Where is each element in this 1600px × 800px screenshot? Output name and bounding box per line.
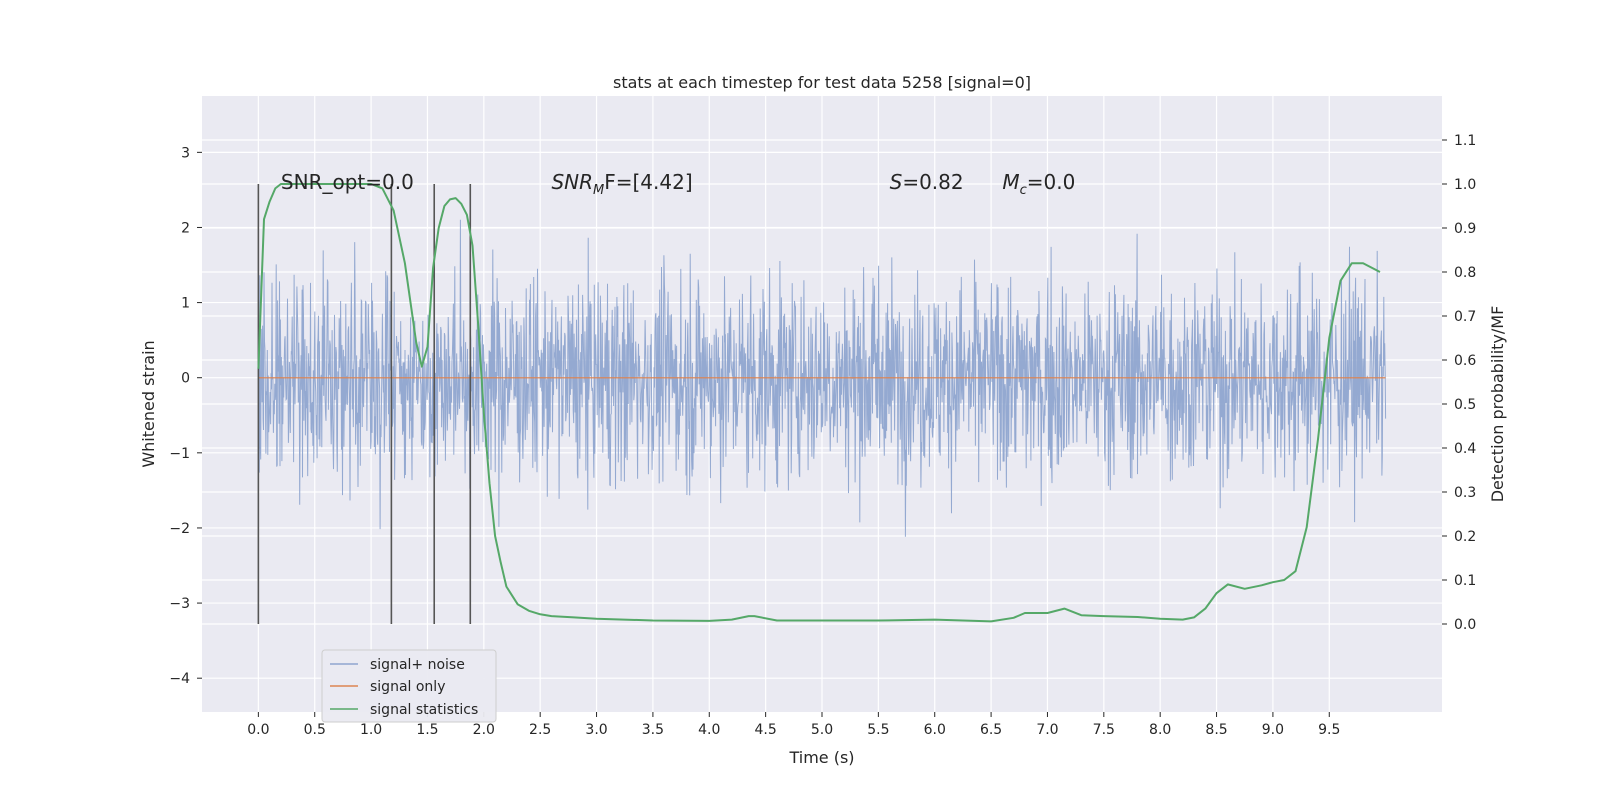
y-right-tick-label: 1.1 xyxy=(1454,133,1476,149)
y-right-tick-label: 1.0 xyxy=(1454,177,1476,193)
y-right-tick-label: 0.9 xyxy=(1454,221,1476,237)
x-tick-label: 4.0 xyxy=(698,722,720,738)
y-axis-right-label: Detection probability/MF xyxy=(1488,306,1507,503)
y-right-tick-label: 0.1 xyxy=(1454,573,1476,589)
x-tick-label: 3.0 xyxy=(585,722,607,738)
y-left-tick-label: 2 xyxy=(181,220,190,236)
x-tick-label: 0.0 xyxy=(247,722,269,738)
x-tick-label: 8.5 xyxy=(1205,722,1227,738)
legend-label-stats: signal statistics xyxy=(370,702,478,718)
annotation-text: S=0.82 xyxy=(890,170,964,194)
x-tick-label: 9.5 xyxy=(1318,722,1340,738)
y-right-tick-label: 0.5 xyxy=(1454,397,1476,413)
y-left-tick-label: 3 xyxy=(181,145,190,161)
x-tick-label: 1.5 xyxy=(416,722,438,738)
y-right-tick-label: 0.4 xyxy=(1454,441,1476,457)
annotation-text: Mc=0.0 xyxy=(1002,170,1075,198)
y-right-tick-label: 0.2 xyxy=(1454,529,1476,545)
y-left-tick-label: −3 xyxy=(169,596,190,612)
x-tick-label: 5.0 xyxy=(811,722,833,738)
y-left-tick-label: 0 xyxy=(181,371,190,387)
y-left-tick-label: −1 xyxy=(169,446,190,462)
x-tick-label: 0.5 xyxy=(304,722,326,738)
x-tick-label: 4.5 xyxy=(755,722,777,738)
annotation-text: SNRMF=[4.42] xyxy=(551,170,692,198)
y-right-tick-label: 0.7 xyxy=(1454,309,1476,325)
x-tick-label: 6.5 xyxy=(980,722,1002,738)
x-tick-label: 2.5 xyxy=(529,722,551,738)
legend: signal+ noise signal only signal statist… xyxy=(321,649,497,723)
x-axis-label: Time (s) xyxy=(788,748,854,767)
x-tick-label: 7.5 xyxy=(1093,722,1115,738)
plot-area xyxy=(257,183,1387,624)
y-left-tick-label: −2 xyxy=(169,521,190,537)
axis-ticks: 0.0 0.5 1.0 1.5 2.0 2.5 3.0 3.5 4.0 4.5 5.0 5.5 6.0 6… xyxy=(169,133,1476,738)
x-tick-label: 5.5 xyxy=(867,722,889,738)
y-left-tick-label: −4 xyxy=(169,671,190,687)
x-tick-label: 8.0 xyxy=(1149,722,1171,738)
x-tick-label: 2.0 xyxy=(473,722,495,738)
y-right-tick-label: 0.6 xyxy=(1454,353,1476,369)
x-tick-label: 7.0 xyxy=(1036,722,1058,738)
x-tick-label: 9.0 xyxy=(1262,722,1284,738)
y-axis-left-label: Whitened strain xyxy=(139,340,158,467)
y-right-tick-label: 0.8 xyxy=(1454,265,1476,281)
annotation-text: SNR_opt=0.0 xyxy=(281,170,414,194)
x-tick-label: 6.0 xyxy=(924,722,946,738)
legend-label-signal: signal only xyxy=(370,679,445,695)
legend-label-noise: signal+ noise xyxy=(370,657,465,673)
y-left-tick-label: 1 xyxy=(181,296,190,312)
y-right-tick-label: 0.0 xyxy=(1454,617,1476,633)
series-signal-noise xyxy=(257,219,1387,537)
x-tick-label: 1.0 xyxy=(360,722,382,738)
y-right-tick-label: 0.3 xyxy=(1454,485,1476,501)
x-tick-label: 3.5 xyxy=(642,722,664,738)
annotations: SNR_opt=0.0 SNRMF=[4.42] S=0.82 Mc=0.0 xyxy=(281,170,1075,198)
chart-title: stats at each timestep for test data 525… xyxy=(613,73,1031,92)
series-signal-statistics xyxy=(257,183,1381,623)
legend-box xyxy=(321,649,497,723)
